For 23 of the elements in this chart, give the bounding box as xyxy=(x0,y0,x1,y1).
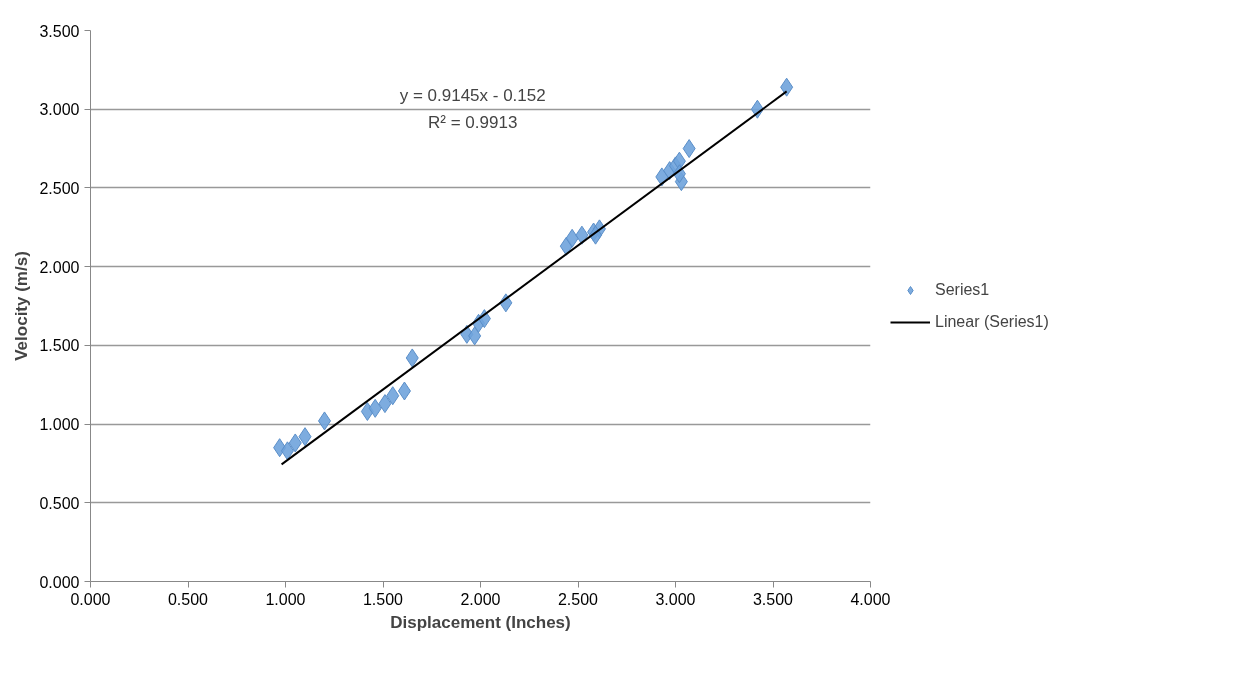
y-tick-label: 2.500 xyxy=(39,179,80,197)
y-tick-label: 3.000 xyxy=(39,101,80,119)
y-tick-label: 3.500 xyxy=(39,22,80,40)
x-tick-label: 2.000 xyxy=(460,590,501,608)
x-axis-title: Displacement (Inches) xyxy=(390,612,571,632)
legend-label: Linear (Series1) xyxy=(935,312,1049,331)
x-tick-label: 1.000 xyxy=(265,590,306,608)
legend-label: Series1 xyxy=(935,280,990,299)
y-tick-label: 1.500 xyxy=(39,337,80,355)
x-tick-label: 0.000 xyxy=(70,590,111,608)
y-tick-label: 0.500 xyxy=(39,494,80,512)
x-tick-label: 0.500 xyxy=(167,590,209,608)
x-tick-label: 1.500 xyxy=(362,590,404,608)
y-axis-title: Velocity (m/s) xyxy=(12,251,32,361)
x-tick-label: 3.000 xyxy=(655,590,696,608)
x-tick-label: 4.000 xyxy=(850,590,891,608)
y-tick-label: 0.000 xyxy=(39,573,80,591)
annotation: R² = 0.9913 xyxy=(428,113,518,133)
x-tick-label: 2.500 xyxy=(557,590,599,608)
annotation: y = 0.9145x - 0.152 xyxy=(399,85,546,105)
y-tick-label: 2.000 xyxy=(39,258,80,276)
y-tick-label: 1.000 xyxy=(39,416,80,434)
x-tick-label: 3.500 xyxy=(752,590,794,608)
